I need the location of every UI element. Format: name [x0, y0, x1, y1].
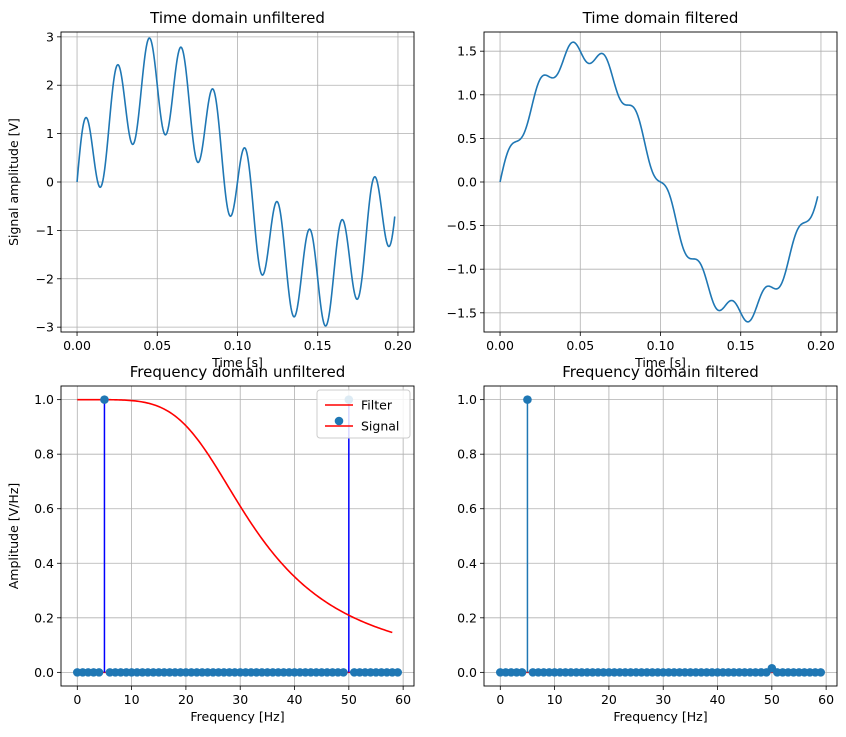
- y-tick-label: 0.8: [34, 447, 54, 462]
- y-tick-label: 1.0: [457, 87, 477, 102]
- y-tick-label: 0.8: [457, 447, 477, 462]
- x-tick-label: 0: [496, 692, 504, 707]
- y-tick-label: −3: [36, 320, 54, 335]
- x-tick-label: 0.20: [384, 338, 412, 353]
- y-tick-label: 1.5: [457, 44, 477, 59]
- y-tick-label: −1: [36, 223, 54, 238]
- grid: [484, 386, 837, 686]
- subplot-2: 0.00 0.05 0.10 0.15 0.20 −1.5 −1.0 −0.5 0.0 0.5 1.…: [447, 9, 838, 370]
- signal-line: [76, 37, 396, 327]
- y-tick-label: 3: [46, 29, 54, 44]
- y-tick-label: 1.0: [34, 392, 54, 407]
- x-axis-label: Time [s]: [211, 355, 263, 370]
- x-tick-label: 20: [178, 692, 194, 707]
- x-tick-label: 50: [764, 692, 780, 707]
- y-tick-label: 0.4: [457, 556, 477, 571]
- subplot-title: Frequency domain unfiltered: [130, 363, 346, 381]
- x-tick-label: 0.20: [807, 338, 835, 353]
- y-tick-label: −2: [36, 271, 54, 286]
- x-tick-label: 0.05: [143, 338, 171, 353]
- y-tick-label: 0: [46, 175, 54, 190]
- stem-marker: [100, 395, 109, 404]
- y-tick-label: 0.6: [457, 501, 477, 516]
- x-axis-label: Frequency [Hz]: [190, 709, 284, 724]
- legend: Filter Signal: [316, 389, 411, 439]
- subplot-1: 0.00 0.05 0.10 0.15 0.20 −3 −2 −1 0 1 2 3 Time domai…: [6, 9, 415, 370]
- x-tick-label: 20: [601, 692, 617, 707]
- x-axis-label: Frequency [Hz]: [613, 709, 707, 724]
- x-tick-label: 0.05: [566, 338, 594, 353]
- x-tick-label: 60: [395, 692, 411, 707]
- subplot-4: 0 10 20 30 40 50 60 0.0 0.2 0.4 0.6 0.8 1.0 Frequency…: [457, 363, 838, 724]
- signal-line: [499, 41, 819, 323]
- x-tick-label: 0.00: [486, 338, 514, 353]
- y-tick-label: 0.2: [457, 610, 477, 625]
- x-tick-label: 10: [124, 692, 140, 707]
- x-tick-label: 0.10: [647, 338, 675, 353]
- stem-marker: [94, 668, 104, 677]
- x-tick-label: 60: [818, 692, 834, 707]
- x-tick-label: 30: [232, 692, 248, 707]
- x-tick-label: 40: [287, 692, 303, 707]
- y-tick-label: 0.4: [34, 556, 54, 571]
- legend-swatch-marker: [334, 416, 344, 426]
- y-tick-label: 0.5: [457, 131, 477, 146]
- y-tick-label: 1: [46, 126, 54, 141]
- stem-marker: [393, 668, 403, 677]
- x-tick-label: 50: [341, 692, 357, 707]
- y-tick-label: −1.5: [447, 305, 477, 320]
- y-axis-label: Signal amplitude [V]: [6, 118, 21, 246]
- legend-label: Filter: [361, 398, 393, 413]
- x-tick-label: 10: [547, 692, 563, 707]
- stem-marker: [339, 668, 348, 677]
- y-tick-label: 1.0: [457, 392, 477, 407]
- x-tick-label: 30: [655, 692, 671, 707]
- axes-frame: [483, 385, 838, 687]
- y-tick-label: 0.0: [457, 175, 477, 190]
- x-tick-label: 0.15: [304, 338, 332, 353]
- subplot-3: 0 10 20 30 40 50 60 0.0 0.2 0.4 0.6 0.8 1.0 Frequency…: [6, 363, 415, 724]
- stem-marker: [517, 668, 527, 677]
- y-tick-label: 0.0: [34, 665, 54, 680]
- y-axis-label: Amplitude [V/Hz]: [6, 483, 21, 590]
- x-tick-label: 0.10: [224, 338, 252, 353]
- axes-frame: [483, 31, 838, 333]
- x-tick-label: 40: [710, 692, 726, 707]
- stem-marker: [523, 395, 532, 404]
- subplot-title: Time domain unfiltered: [149, 9, 325, 27]
- x-tick-label: 0.15: [727, 338, 755, 353]
- axes-frame: [60, 385, 415, 687]
- stem-marker: [816, 668, 826, 677]
- y-tick-label: −0.5: [447, 218, 477, 233]
- y-tick-label: 0.0: [457, 665, 477, 680]
- x-axis-label: Time [s]: [634, 355, 686, 370]
- y-tick-label: 0.6: [34, 501, 54, 516]
- x-tick-label: 0.00: [63, 338, 91, 353]
- subplot-title: Time domain filtered: [582, 9, 739, 27]
- axes-frame: [60, 31, 415, 333]
- legend-label: Signal: [361, 419, 399, 434]
- y-tick-label: 0.2: [34, 610, 54, 625]
- y-tick-label: −1.0: [447, 262, 477, 277]
- y-tick-label: 2: [46, 78, 54, 93]
- x-tick-label: 0: [73, 692, 81, 707]
- filter-curve: [77, 398, 393, 634]
- subplot-title: Frequency domain filtered: [562, 363, 759, 381]
